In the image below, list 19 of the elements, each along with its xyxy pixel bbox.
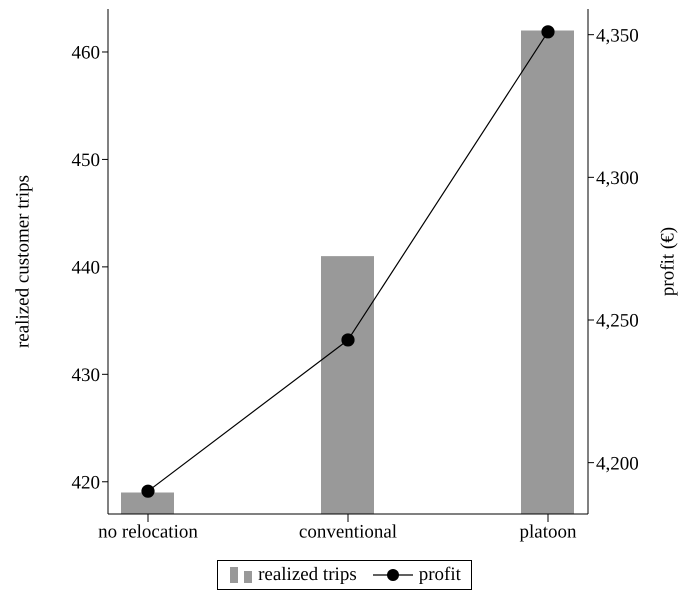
y2-tick-label: 4,350 [596,25,639,46]
y2-tick-label: 4,250 [596,310,639,332]
y2-tick-label: 4,200 [596,453,639,474]
y2-tick-label: 4,300 [596,168,639,190]
y-tick-label: 420 [72,472,100,494]
y2-axis-title: profit (€) [658,226,679,296]
y-axis-title: realized customer trips [12,174,34,348]
x-tick-label: platoon [520,521,577,542]
y-tick-label: 430 [72,365,100,386]
point [341,333,355,347]
legend-label: profit [418,564,461,586]
point [141,484,155,498]
y-tick-label: 450 [72,150,100,172]
y-tick-label: 440 [72,258,100,279]
point [541,25,555,38]
y-tick-label: 460 [72,42,100,64]
x-tick-label: conventional [298,521,398,542]
legend-label: realized trips [258,564,357,586]
x-tick-label: no relocation [98,521,198,542]
